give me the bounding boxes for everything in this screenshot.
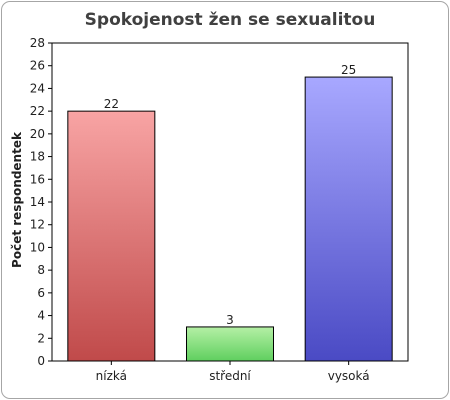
x-tick-label: vysoká — [328, 369, 370, 383]
y-tick-label: 26 — [30, 59, 45, 73]
x-axis: nízká střední vysoká — [96, 361, 370, 383]
y-tick-label: 12 — [30, 218, 45, 232]
y-tick-label: 0 — [37, 354, 45, 368]
y-tick-label: 2 — [37, 331, 45, 345]
y-axis-label: Počet respondentek — [10, 131, 24, 268]
y-tick-label: 16 — [30, 172, 45, 186]
x-tick-label: nízká — [96, 369, 127, 383]
data-label: 25 — [341, 63, 356, 77]
data-label: 22 — [104, 97, 119, 111]
y-tick-label: 22 — [30, 104, 45, 118]
y-tick-label: 6 — [37, 286, 45, 300]
chart-title: Spokojenost žen se sexualitou — [85, 10, 376, 30]
y-tick-label: 28 — [30, 36, 45, 50]
y-tick-label: 20 — [30, 127, 45, 141]
bar-vysoká — [304, 76, 393, 362]
bar-nízká — [67, 110, 156, 362]
x-tick-label: střední — [209, 369, 251, 383]
y-tick-label: 8 — [37, 263, 45, 277]
y-tick-label: 18 — [30, 150, 45, 164]
y-tick-label: 14 — [30, 195, 45, 209]
y-tick-label: 10 — [30, 240, 45, 254]
y-tick-label: 4 — [37, 309, 45, 323]
data-label: 3 — [226, 313, 234, 327]
bars: 22 3 25 — [67, 63, 393, 362]
y-tick-label: 24 — [30, 81, 45, 95]
bar-střední — [186, 326, 274, 362]
